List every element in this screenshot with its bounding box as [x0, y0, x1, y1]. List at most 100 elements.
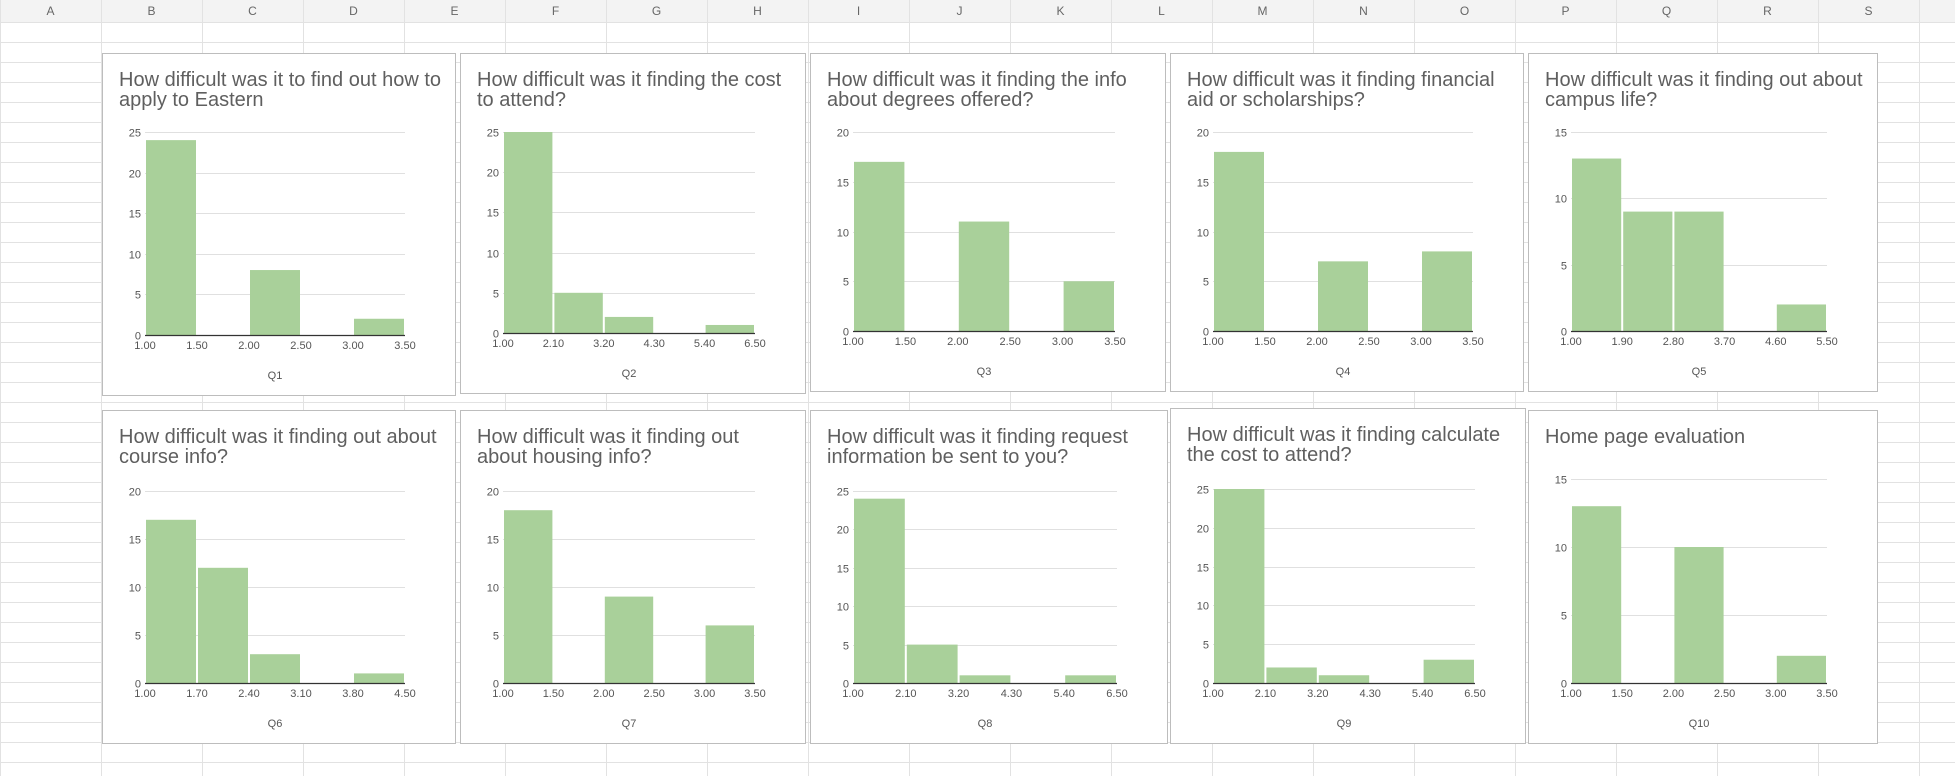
column-header-b[interactable]: B: [147, 4, 155, 18]
histogram-bar[interactable]: [1065, 675, 1116, 683]
chart-plot: 0 5 10 15 20 1.00 1.50 2.00 2.50 3.00 3.50 Q4: [1197, 128, 1484, 379]
x-tick-label: 1.70: [186, 688, 207, 700]
histogram-bar[interactable]: [1623, 211, 1673, 331]
column-header-m[interactable]: M: [1258, 4, 1268, 18]
column-header-n[interactable]: N: [1359, 4, 1368, 18]
column-header-g[interactable]: G: [652, 4, 661, 18]
histogram-bar[interactable]: [854, 161, 905, 331]
histogram-bar[interactable]: [906, 644, 958, 683]
chart-q9[interactable]: How difficult was it finding calculate t…: [1170, 408, 1526, 744]
y-tick-label: 10: [837, 602, 849, 614]
histogram-bar[interactable]: [354, 673, 404, 683]
histogram-bar[interactable]: [604, 596, 654, 683]
chart-q1[interactable]: How difficult was it to find out how to …: [102, 53, 456, 396]
column-header-d[interactable]: D: [349, 4, 358, 18]
x-tick-label: 1.00: [842, 688, 863, 700]
histogram-bar[interactable]: [554, 292, 603, 333]
histogram-bar[interactable]: [705, 324, 754, 333]
histogram-bar[interactable]: [705, 625, 754, 683]
column-header-q[interactable]: Q: [1662, 4, 1671, 18]
x-tick-label: 2.10: [895, 688, 916, 700]
x-axis-label: Q8: [978, 718, 993, 730]
histogram-bar[interactable]: [146, 140, 196, 335]
histogram-bar[interactable]: [1318, 675, 1370, 683]
column-header-s[interactable]: S: [1864, 4, 1872, 18]
chart-plot: 0 5 10 15 20 1.00 1.50 2.00 2.50 3.00 3.50 Q3: [837, 128, 1126, 379]
column-header-f[interactable]: F: [552, 4, 559, 18]
y-tick-label: 25: [837, 487, 849, 499]
x-tick-label: 1.50: [1254, 336, 1275, 348]
x-tick-label: 2.00: [238, 340, 259, 352]
y-tick-label: 0: [1203, 679, 1209, 691]
x-tick-label: 1.00: [492, 338, 513, 350]
histogram-bar[interactable]: [354, 318, 404, 335]
x-axis-label: Q4: [1336, 366, 1351, 378]
y-tick-label: 5: [843, 277, 849, 289]
histogram-bar[interactable]: [1423, 659, 1474, 683]
column-header-r[interactable]: R: [1763, 4, 1772, 18]
x-tick-label: 1.00: [1560, 336, 1581, 348]
x-tick-label: 3.00: [694, 688, 715, 700]
y-tick-label: 0: [1203, 327, 1209, 339]
column-header-k[interactable]: K: [1056, 4, 1064, 18]
chart-q10[interactable]: Home page evaluation 0 5 10 15 1.00 1.50 2.00 2…: [1528, 410, 1878, 744]
chart-q8[interactable]: How difficult was it finding request inf…: [810, 410, 1168, 744]
chart-title: How difficult was it finding request inf…: [827, 426, 1128, 468]
histogram-bar[interactable]: [146, 519, 196, 683]
y-tick-label: 5: [1561, 611, 1567, 623]
histogram-bar[interactable]: [250, 270, 300, 335]
chart-title: How difficult was it finding the info ab…: [827, 69, 1127, 111]
column-header-i[interactable]: I: [857, 4, 860, 18]
histogram-bar[interactable]: [198, 567, 248, 683]
y-tick-label: 25: [129, 128, 141, 140]
column-header-p[interactable]: P: [1561, 4, 1569, 18]
column-header-h[interactable]: H: [753, 4, 762, 18]
chart-q7[interactable]: How difficult was it finding out about h…: [460, 410, 806, 744]
x-axis-label: Q6: [268, 718, 283, 730]
histogram-bar[interactable]: [959, 675, 1011, 683]
x-tick-label: 6.50: [744, 338, 765, 350]
histogram-bar[interactable]: [1674, 211, 1724, 331]
x-tick-label: 1.50: [186, 340, 207, 352]
histogram-bar[interactable]: [1318, 261, 1368, 331]
histogram-bar[interactable]: [1776, 304, 1826, 331]
chart-q4[interactable]: How difficult was it finding financial a…: [1170, 53, 1524, 392]
y-tick-label: 0: [1561, 327, 1567, 339]
histogram-bar[interactable]: [1674, 547, 1724, 683]
column-header-o[interactable]: O: [1460, 4, 1469, 18]
y-tick-label: 25: [1197, 485, 1209, 497]
x-tick-label: 4.30: [1001, 688, 1022, 700]
histogram-bar[interactable]: [1266, 667, 1317, 683]
y-tick-label: 10: [1197, 601, 1209, 613]
histogram-bar[interactable]: [1422, 251, 1472, 331]
histogram-bar[interactable]: [1572, 158, 1622, 331]
column-header-c[interactable]: C: [248, 4, 257, 18]
histogram-bar[interactable]: [958, 221, 1010, 331]
histogram-bar[interactable]: [504, 510, 553, 683]
chart-q2[interactable]: How difficult was it finding the cost to…: [460, 53, 806, 394]
histogram-bar[interactable]: [1776, 655, 1826, 683]
histogram-bar[interactable]: [604, 316, 654, 333]
column-header-a[interactable]: A: [46, 4, 54, 18]
column-header-e[interactable]: E: [450, 4, 458, 18]
column-header-j[interactable]: J: [957, 4, 963, 18]
histogram-bar[interactable]: [854, 498, 905, 683]
histogram-bar[interactable]: [504, 132, 553, 333]
x-tick-label: 1.00: [1202, 336, 1223, 348]
chart-plot: 0 5 10 15 20 1.00 1.70 2.40 3.10 3.80 4.50 Q6: [129, 487, 416, 731]
chart-q3[interactable]: How difficult was it finding the info ab…: [810, 53, 1166, 392]
x-tick-label: 6.50: [1106, 688, 1127, 700]
y-tick-label: 10: [129, 250, 141, 262]
chart-q5[interactable]: How difficult was it finding out about c…: [1528, 53, 1878, 392]
x-tick-label: 1.00: [1202, 688, 1223, 700]
histogram-bar[interactable]: [250, 654, 300, 683]
y-tick-label: 20: [129, 487, 141, 499]
column-header-l[interactable]: L: [1158, 4, 1165, 18]
histogram-bar[interactable]: [1572, 506, 1622, 683]
chart-q6[interactable]: How difficult was it finding out about c…: [102, 410, 456, 744]
histogram-bar[interactable]: [1214, 489, 1265, 683]
chart-plot: 0 5 10 15 1.00 1.90 2.80 3.70 4.60 5.50 Q5: [1555, 128, 1838, 379]
histogram-bar[interactable]: [1214, 151, 1264, 331]
histogram-bar[interactable]: [1063, 281, 1114, 331]
y-tick-label: 15: [1197, 178, 1209, 190]
